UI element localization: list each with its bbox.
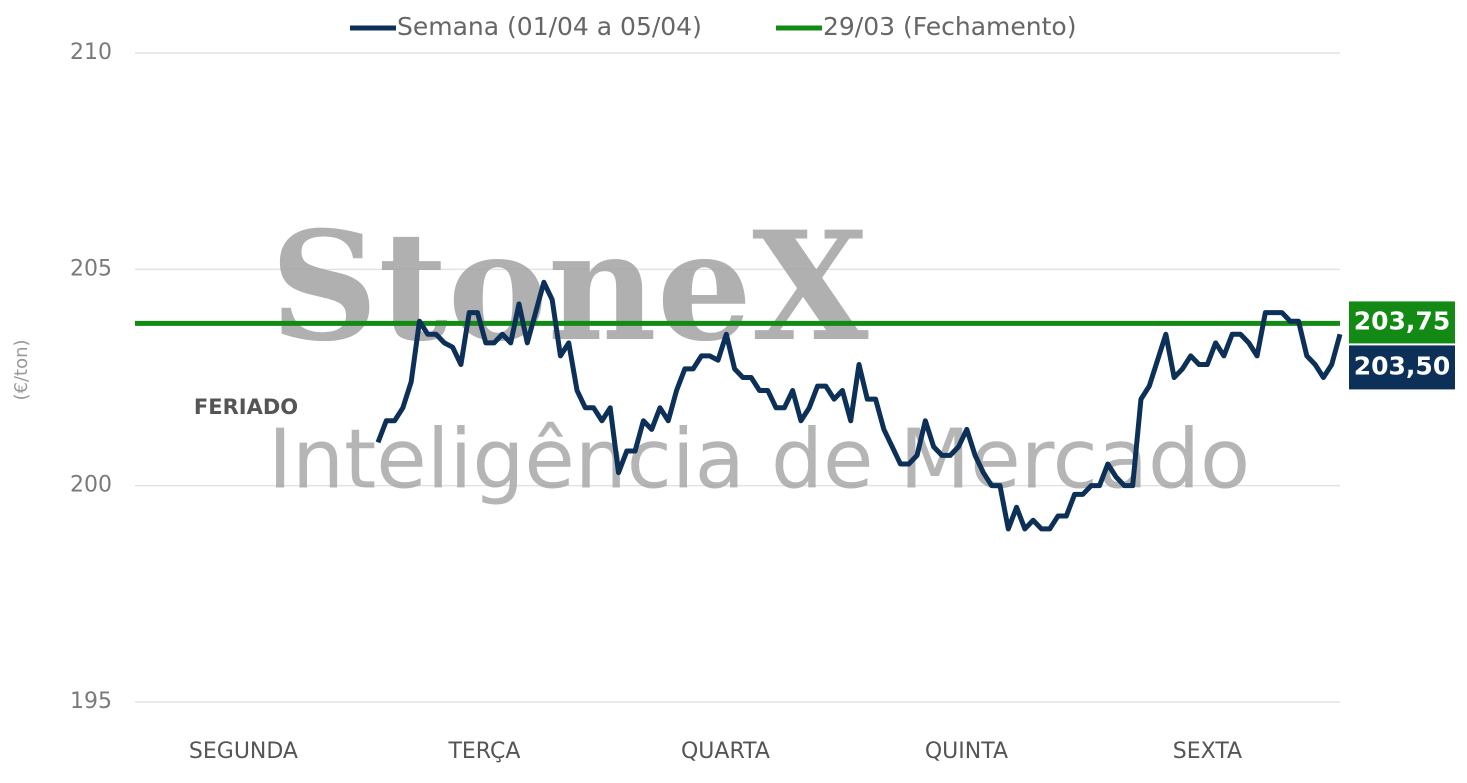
value-badge — [1349, 345, 1455, 390]
value-label: 203,75 — [1354, 306, 1450, 335]
annotation: FERIADO — [194, 395, 298, 419]
y-axis-label: (€/ton) — [11, 339, 32, 400]
value-badge — [1349, 301, 1455, 344]
x-tick-label: SEGUNDA — [189, 739, 298, 764]
x-tick-label: QUARTA — [681, 739, 770, 764]
y-tick-label: 210 — [70, 40, 112, 65]
x-tick-label: QUINTA — [925, 739, 1008, 764]
legend-label: Semana (01/04 a 05/04) — [397, 12, 702, 41]
y-tick-label: 200 — [70, 473, 112, 498]
y-tick-label: 205 — [70, 256, 112, 281]
series-line — [375, 279, 1343, 532]
watermark-tagline: Inteligência de Mercado — [268, 412, 1250, 507]
legend-label: 29/03 (Fechamento) — [823, 12, 1076, 41]
grid — [135, 52, 1340, 703]
y-tick-label: 195 — [70, 689, 112, 714]
value-label: 203,50 — [1354, 351, 1450, 380]
x-tick-label: SEXTA — [1173, 739, 1242, 764]
x-tick-label: TERÇA — [447, 739, 520, 764]
